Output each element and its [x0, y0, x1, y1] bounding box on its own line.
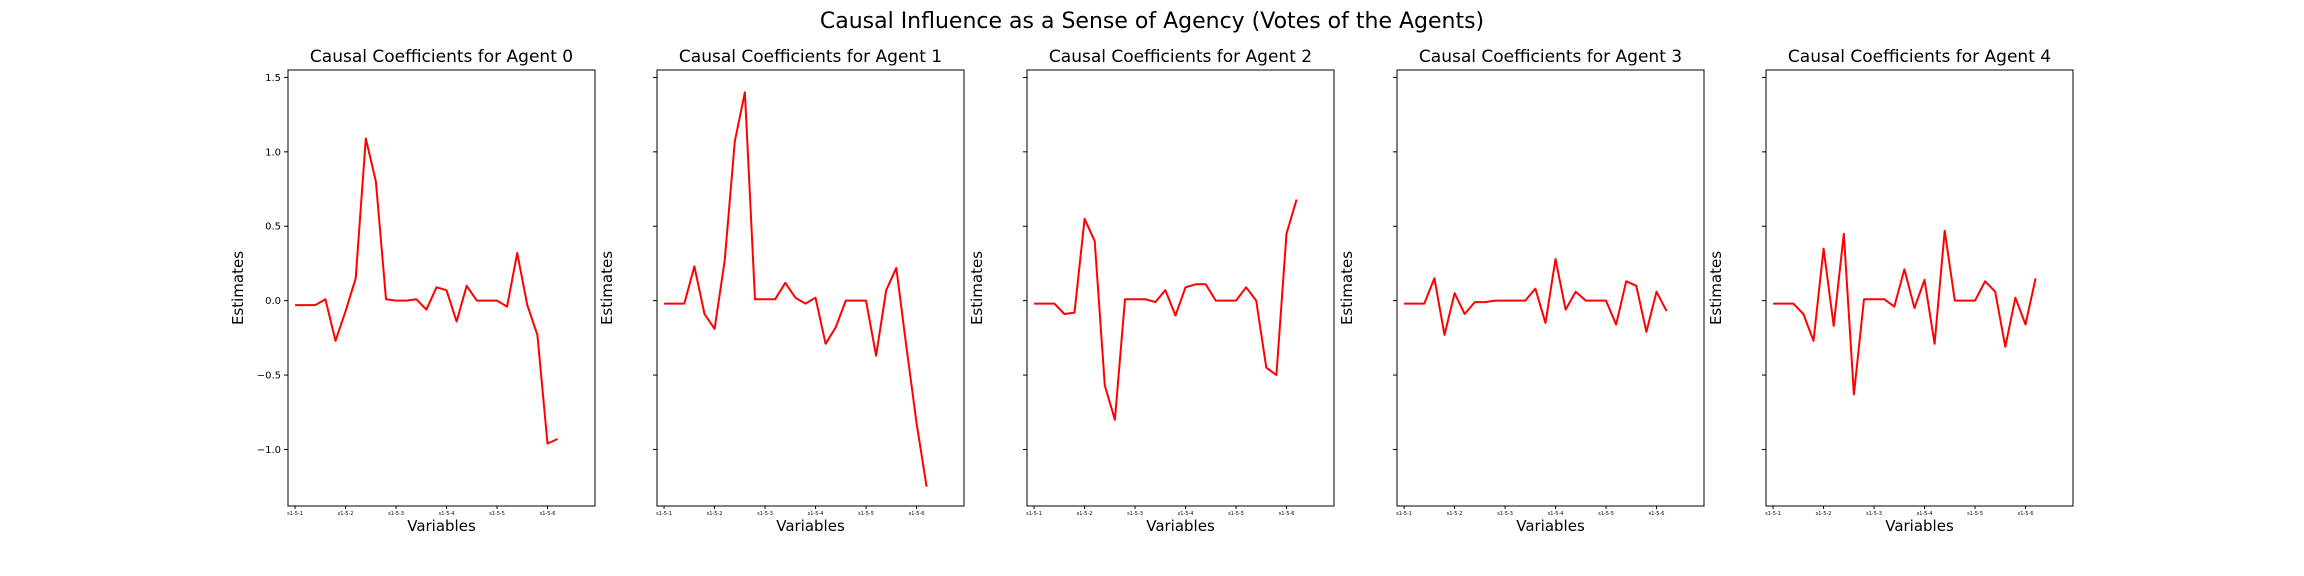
x-axis-label: Variables [407, 517, 476, 535]
y-tick-label: 1.0 [265, 147, 281, 158]
subplot-agent-0: Causal Coefficients for Agent 0 −1.0 −0.5 0… [229, 47, 596, 535]
x-tick-label: s1-5-5 [1228, 511, 1244, 517]
x-tick-label: s1-5-1 [287, 511, 303, 517]
x-tick-label: s1-5-5 [1967, 511, 1983, 517]
x-tick-label: s1-5-2 [338, 511, 354, 517]
x-tick-label: s1-5-4 [439, 511, 455, 517]
x-tick-label: s1-5-6 [1279, 511, 1295, 517]
x-tick-label: s1-5-6 [1649, 511, 1665, 517]
x-tick-label: s1-5-3 [388, 511, 404, 517]
x-tick-label: s1-5-2 [707, 511, 723, 517]
x-tick-label: s1-5-1 [1765, 511, 1781, 517]
x-axis-label: Variables [776, 517, 845, 535]
panel-title: Causal Coefficients for Agent 2 [1049, 47, 1312, 67]
panel-title: Causal Coefficients for Agent 3 [1419, 47, 1682, 67]
plot-frame [287, 69, 596, 507]
x-tick-label: s1-5-1 [656, 511, 672, 517]
series-line-agent-0 [295, 137, 559, 445]
x-tick-label: s1-5-4 [1548, 511, 1564, 517]
x-tick-label: s1-5-3 [757, 511, 773, 517]
panel-title: Causal Coefficients for Agent 4 [1788, 47, 2051, 67]
x-tick-label: s1-5-3 [1497, 511, 1513, 517]
figure-suptitle: Causal Influence as a Sense of Agency (V… [820, 9, 1484, 34]
x-tick-label: s1-5-5 [1598, 511, 1614, 517]
panel-title: Causal Coefficients for Agent 0 [310, 47, 573, 67]
y-axis-label: Estimates [229, 251, 247, 325]
x-tick-label: s1-5-4 [1178, 511, 1194, 517]
subplot-agent-2: Causal Coefficients for Agent 2 s1-5-1 s1-… [968, 47, 1335, 535]
x-tick-label: s1-5-6 [2018, 511, 2034, 517]
subplot-agent-3: Causal Coefficients for Agent 3 s1-5-1 s1-… [1338, 47, 1705, 535]
plot-frame [1026, 69, 1335, 507]
series-line-agent-4 [1773, 229, 2037, 396]
x-tick-label: s1-5-6 [909, 511, 925, 517]
x-tick-label: s1-5-3 [1866, 511, 1882, 517]
subplot-agent-1: Causal Coefficients for Agent 1 s1-5-1 s1-… [598, 47, 965, 535]
y-tick-label: 1.5 [265, 73, 281, 84]
y-axis-label: Estimates [1707, 251, 1725, 325]
x-tick-label: s1-5-6 [540, 511, 556, 517]
x-tick-label: s1-5-4 [1917, 511, 1933, 517]
series-line-agent-1 [664, 91, 928, 487]
panel-title: Causal Coefficients for Agent 1 [679, 47, 942, 67]
x-tick-label: s1-5-2 [1816, 511, 1832, 517]
x-tick-label: s1-5-4 [808, 511, 824, 517]
subplot-agent-4: Causal Coefficients for Agent 4 s1-5-1 s1-… [1707, 47, 2074, 535]
y-tick-label: −0.5 [257, 371, 281, 382]
x-axis-label: Variables [1516, 517, 1585, 535]
y-axis-label: Estimates [968, 251, 986, 325]
x-tick-label: s1-5-5 [489, 511, 505, 517]
plot-frame [656, 69, 965, 507]
plot-frame [1765, 69, 2074, 507]
x-tick-label: s1-5-3 [1127, 511, 1143, 517]
x-tick-label: s1-5-2 [1077, 511, 1093, 517]
x-tick-label: s1-5-5 [858, 511, 874, 517]
y-axis-label: Estimates [1338, 251, 1356, 325]
series-line-agent-3 [1404, 258, 1668, 336]
y-axis-label: Estimates [598, 251, 616, 325]
x-tick-label: s1-5-1 [1026, 511, 1042, 517]
x-axis-label: Variables [1146, 517, 1215, 535]
x-tick-label: s1-5-2 [1447, 511, 1463, 517]
y-tick-label: −1.0 [257, 445, 281, 456]
y-tick-label: 0.5 [265, 222, 281, 233]
x-axis-label: Variables [1885, 517, 1954, 535]
subplots: Causal Coefficients for Agent 0 −1.0 −0.5 0… [229, 47, 2074, 535]
series-line-agent-2 [1034, 199, 1298, 421]
plot-frame [1396, 69, 1705, 507]
x-tick-label: s1-5-1 [1396, 511, 1412, 517]
y-tick-label: 0.0 [265, 296, 281, 307]
